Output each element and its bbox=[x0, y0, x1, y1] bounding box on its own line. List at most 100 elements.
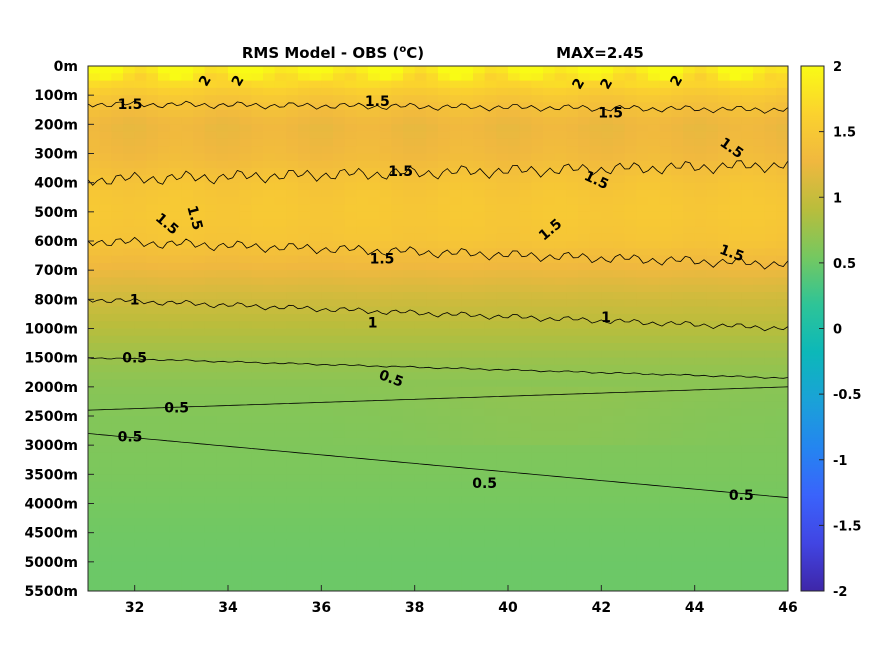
heatmap-cell bbox=[298, 175, 311, 184]
heatmap-cell bbox=[228, 335, 241, 344]
heatmap-cell bbox=[414, 168, 427, 176]
heatmap-cell bbox=[718, 153, 731, 162]
heatmap-cell bbox=[368, 423, 381, 432]
heatmap-cell bbox=[473, 95, 486, 104]
heatmap-cell bbox=[683, 219, 696, 228]
heatmap-cell bbox=[379, 66, 392, 74]
heatmap-cell bbox=[251, 313, 264, 322]
heatmap-cell bbox=[671, 284, 684, 293]
heatmap-cell bbox=[578, 394, 591, 403]
heatmap-cell bbox=[473, 284, 486, 293]
heatmap-cell bbox=[391, 292, 404, 300]
heatmap-cell bbox=[239, 299, 252, 308]
heatmap-cell bbox=[286, 168, 299, 176]
heatmap-cell bbox=[344, 233, 357, 242]
heatmap-cell bbox=[414, 488, 427, 497]
heatmap-cell bbox=[251, 525, 264, 534]
heatmap-cell bbox=[531, 153, 544, 162]
heatmap-cell bbox=[624, 87, 637, 96]
heatmap-cell bbox=[309, 583, 322, 591]
heatmap-cell bbox=[414, 423, 427, 432]
heatmap-cell bbox=[683, 146, 696, 155]
heatmap-cell bbox=[473, 510, 486, 519]
heatmap-cell bbox=[216, 430, 229, 439]
heatmap-cell bbox=[134, 467, 147, 475]
heatmap-cell bbox=[169, 262, 182, 271]
heatmap-cell bbox=[88, 547, 101, 556]
heatmap-cell bbox=[484, 160, 497, 169]
heatmap-cell bbox=[356, 131, 369, 140]
heatmap-cell bbox=[228, 394, 241, 403]
heatmap-cell bbox=[741, 66, 754, 74]
heatmap-cell bbox=[683, 277, 696, 286]
heatmap-cell bbox=[659, 270, 672, 279]
heatmap-cell bbox=[764, 510, 777, 519]
heatmap-cell bbox=[484, 299, 497, 308]
heatmap-cell bbox=[414, 430, 427, 439]
heatmap-cell bbox=[543, 518, 556, 526]
heatmap-cell bbox=[554, 277, 567, 286]
heatmap-cell bbox=[624, 474, 637, 483]
heatmap-cell bbox=[146, 372, 159, 381]
heatmap-cell bbox=[403, 328, 416, 337]
heatmap-cell bbox=[496, 350, 509, 359]
heatmap-cell bbox=[508, 518, 521, 526]
heatmap-cell bbox=[449, 306, 462, 315]
heatmap-cell bbox=[426, 547, 439, 556]
heatmap-cell bbox=[344, 124, 357, 133]
heatmap-cell bbox=[263, 357, 276, 366]
heatmap-cell bbox=[648, 416, 661, 424]
heatmap-cell bbox=[134, 95, 147, 104]
heatmap-cell bbox=[694, 160, 707, 169]
heatmap-cell bbox=[706, 569, 719, 578]
heatmap-cell bbox=[88, 423, 101, 432]
heatmap-cell bbox=[228, 386, 241, 395]
heatmap-cell bbox=[146, 131, 159, 140]
heatmap-cell bbox=[146, 226, 159, 235]
heatmap-cell bbox=[216, 175, 229, 184]
heatmap-cell bbox=[776, 248, 788, 257]
heatmap-cell bbox=[496, 66, 509, 74]
heatmap-cell bbox=[496, 131, 509, 140]
heatmap-cell bbox=[473, 525, 486, 534]
heatmap-cell bbox=[309, 262, 322, 271]
heatmap-cell bbox=[403, 292, 416, 300]
heatmap-cell bbox=[438, 95, 451, 104]
heatmap-cell bbox=[134, 109, 147, 118]
heatmap-cell bbox=[204, 248, 217, 257]
heatmap-cell bbox=[648, 219, 661, 228]
heatmap-cell bbox=[181, 146, 194, 155]
heatmap-cell bbox=[193, 306, 206, 315]
heatmap-cell bbox=[251, 569, 264, 578]
heatmap-cell bbox=[776, 350, 788, 359]
heatmap-cell bbox=[601, 445, 614, 454]
heatmap-cell bbox=[648, 197, 661, 206]
heatmap-cell bbox=[531, 445, 544, 454]
heatmap-cell bbox=[368, 124, 381, 133]
heatmap-cell bbox=[753, 197, 766, 206]
heatmap-cell bbox=[169, 350, 182, 359]
heatmap-cell bbox=[543, 189, 556, 198]
heatmap-cell bbox=[309, 255, 322, 264]
heatmap-cell bbox=[344, 262, 357, 271]
heatmap-cell bbox=[111, 255, 124, 264]
heatmap-cell bbox=[216, 547, 229, 556]
heatmap-cell bbox=[624, 226, 637, 235]
heatmap-cell bbox=[403, 153, 416, 162]
heatmap-cell bbox=[344, 189, 357, 198]
heatmap-cell bbox=[344, 168, 357, 176]
heatmap-cell bbox=[706, 66, 719, 74]
heatmap-cell bbox=[578, 452, 591, 461]
heatmap-cell bbox=[636, 211, 649, 220]
heatmap-cell bbox=[391, 328, 404, 337]
heatmap-cell bbox=[158, 241, 171, 249]
heatmap-cell bbox=[123, 423, 136, 432]
heatmap-cell bbox=[764, 394, 777, 403]
heatmap-cell bbox=[158, 576, 171, 585]
heatmap-cell bbox=[403, 394, 416, 403]
heatmap-cell bbox=[648, 525, 661, 534]
heatmap-cell bbox=[169, 554, 182, 563]
heatmap-cell bbox=[146, 561, 159, 570]
heatmap-cell bbox=[368, 474, 381, 483]
heatmap-cell bbox=[204, 386, 217, 395]
